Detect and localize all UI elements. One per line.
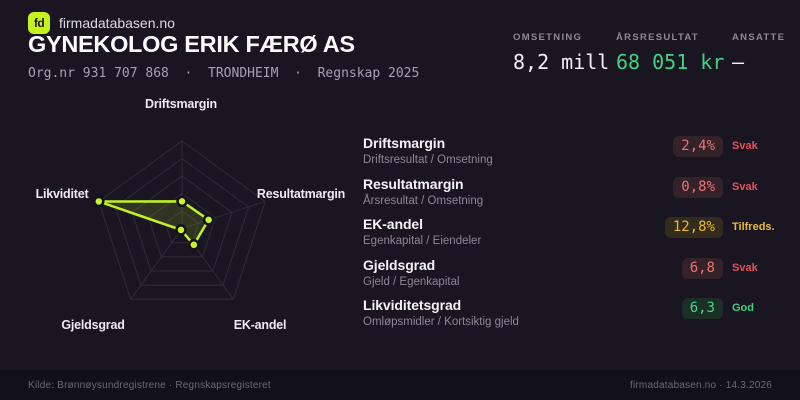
- metric-row-likviditetsgrad: Likviditetsgrad Omløpsmidler / Kortsikti…: [363, 297, 778, 338]
- metric-status-label: Tilfreds.: [732, 221, 775, 233]
- stat-value: 68 051 kr: [616, 50, 725, 74]
- metric-formula: Gjeld / Egenkapital: [363, 275, 460, 288]
- metric-value-badge: 12,8%: [664, 217, 723, 238]
- footer: Kilde: Brønnøysundregistrene · Regnskaps…: [0, 370, 800, 400]
- metric-row-driftsmargin: Driftsmargin Driftsresultat / Omsetning …: [363, 135, 778, 176]
- radar-axis-label-gjeldsgrad: Gjeldsgrad: [61, 318, 125, 332]
- metric-row-ek-andel: EK-andel Egenkapital / Eiendeler 12,8% T…: [363, 216, 778, 257]
- metric-status-label: God: [732, 302, 754, 314]
- radar-axis-label-likviditet: Likviditet: [35, 187, 89, 201]
- metric-name: Likviditetsgrad: [363, 297, 462, 313]
- stat-value: –: [732, 50, 745, 74]
- metric-formula: Egenkapital / Eiendeler: [363, 235, 482, 247]
- metric-name: Driftsmargin: [363, 135, 446, 151]
- metric-value-badge: 6,3: [681, 298, 723, 319]
- metric-name: EK-andel: [363, 216, 423, 232]
- radar-axis-label-driftsmargin: Driftsmargin: [145, 97, 217, 111]
- metric-name: Gjeldsgrad: [363, 256, 436, 273]
- radar-axis-label-resultatmargin: Resultatmargin: [256, 187, 346, 201]
- metric-formula: Driftsresultat / Omsetning: [363, 154, 493, 166]
- metric-value-badge: 2,4%: [673, 136, 723, 157]
- radar-chart: [93, 140, 266, 300]
- firmadatabasen-logo-icon: fd: [28, 12, 50, 34]
- metric-formula: Årsresultat / Omsetning: [363, 194, 484, 207]
- metrics-list: Driftsmargin Driftsresultat / Omsetning …: [363, 135, 778, 338]
- brand: fd firmadatabasen.no: [28, 12, 175, 34]
- metric-status-label: Svak: [732, 261, 758, 274]
- stat-label: ÅRSRESULTAT: [616, 32, 699, 43]
- stat-omsetning: OMSETNING 8,2 mill: [513, 32, 609, 74]
- stat-label: OMSETNING: [513, 32, 583, 43]
- footer-site-date: firmadatabasen.no · 14.3.2026: [629, 379, 772, 391]
- company-title: GYNEKOLOG ERIK FÆRØ AS: [28, 31, 355, 57]
- metric-status-label: Svak: [732, 140, 758, 152]
- site-name: firmadatabasen.no: [59, 15, 175, 31]
- metric-name: Resultatmargin: [363, 175, 464, 192]
- metric-row-resultatmargin: Resultatmargin Årsresultat / Omsetning 0…: [363, 176, 778, 217]
- stat-ansatte: ANSATTE –: [732, 32, 785, 74]
- metric-formula: Omløpsmidler / Kortsiktig gjeld: [363, 316, 519, 328]
- metric-status-label: Svak: [732, 180, 758, 193]
- stat-label: ANSATTE: [732, 32, 786, 43]
- company-subtitle: Org.nr 931 707 868 · TRONDHEIM · Regnska…: [28, 66, 420, 81]
- metric-row-gjeldsgrad: Gjeldsgrad Gjeld / Egenkapital 6,8 Svak: [363, 257, 778, 298]
- metric-value-badge: 6,8: [681, 257, 723, 279]
- metric-value-badge: 0,8%: [673, 176, 723, 198]
- stat-value: 8,2 mill: [513, 50, 610, 74]
- radar-axis-label-ek-andel: EK-andel: [233, 318, 287, 332]
- footer-source: Kilde: Brønnøysundregistrene · Regnskaps…: [28, 379, 271, 391]
- stat-arsresultat: ÅRSRESULTAT 68 051 kr: [616, 32, 724, 74]
